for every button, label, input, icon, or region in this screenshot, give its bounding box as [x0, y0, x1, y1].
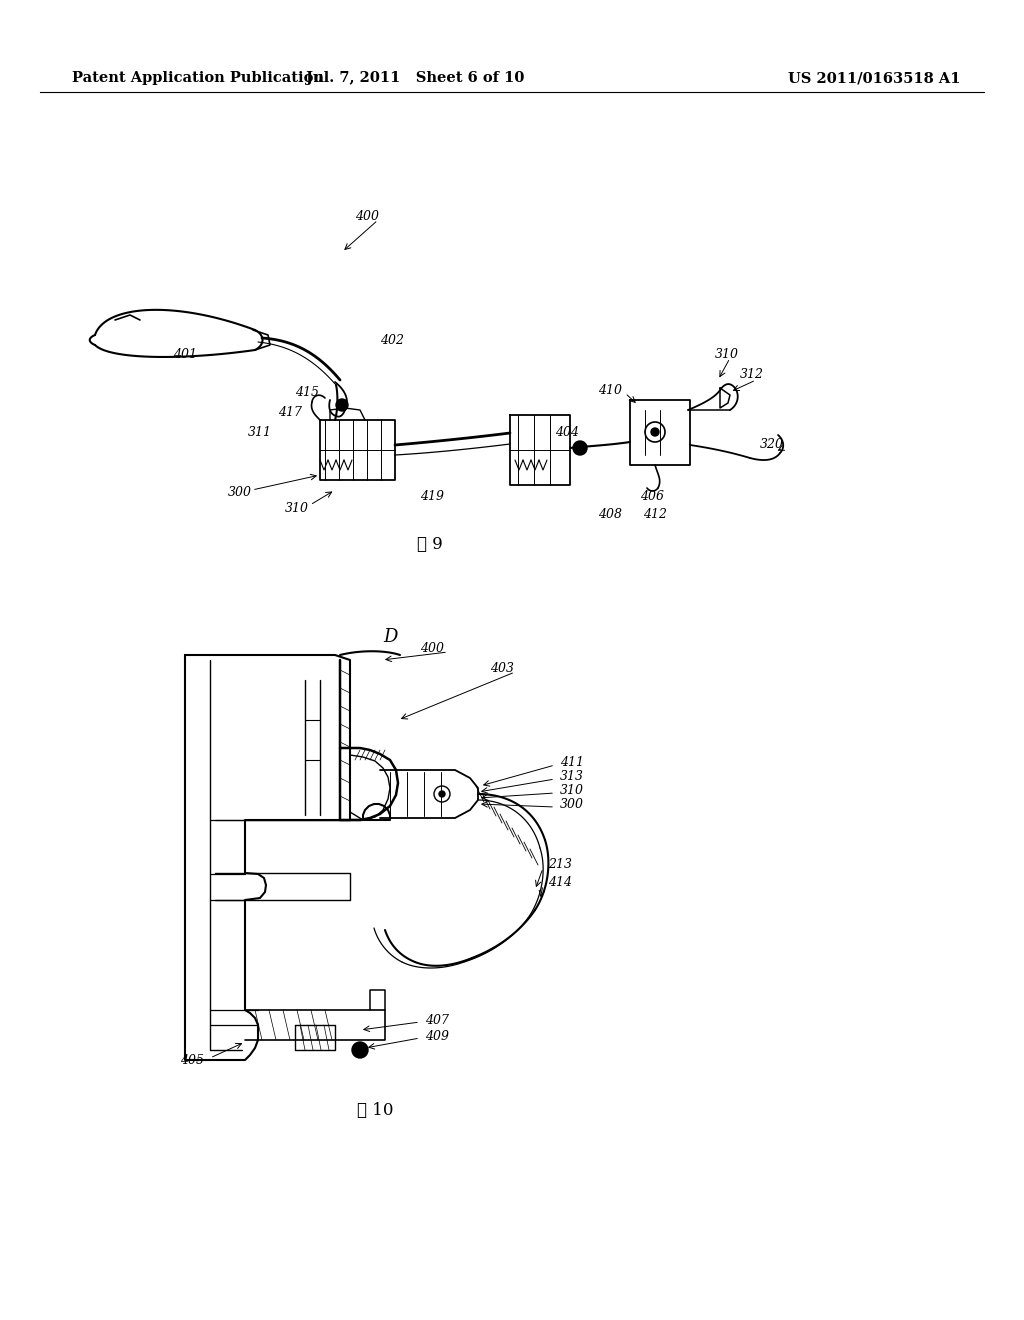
Text: 402: 402 — [380, 334, 404, 346]
Text: Patent Application Publication: Patent Application Publication — [72, 71, 324, 84]
Circle shape — [352, 1041, 368, 1059]
Text: 400: 400 — [355, 210, 379, 223]
Circle shape — [439, 791, 445, 797]
Text: 417: 417 — [278, 407, 302, 420]
Text: D: D — [383, 628, 397, 645]
Text: 411: 411 — [560, 755, 584, 768]
Text: 312: 312 — [740, 368, 764, 381]
Text: 406: 406 — [640, 491, 664, 503]
Text: 图 10: 图 10 — [356, 1101, 393, 1118]
Text: 213: 213 — [548, 858, 572, 871]
Text: 403: 403 — [490, 661, 514, 675]
Text: 310: 310 — [715, 348, 739, 362]
Text: 313: 313 — [560, 770, 584, 783]
Text: 404: 404 — [555, 425, 579, 438]
Circle shape — [651, 428, 659, 436]
Circle shape — [573, 441, 587, 455]
Text: 300: 300 — [560, 797, 584, 810]
Text: 401: 401 — [173, 348, 197, 362]
Text: 图 9: 图 9 — [417, 536, 442, 553]
Text: 408: 408 — [598, 508, 622, 521]
Text: 419: 419 — [420, 491, 444, 503]
Text: 400: 400 — [420, 642, 444, 655]
Text: 415: 415 — [295, 387, 319, 400]
Text: 300: 300 — [228, 487, 252, 499]
Text: 405: 405 — [180, 1053, 204, 1067]
Text: 412: 412 — [643, 508, 667, 521]
Text: 414: 414 — [548, 875, 572, 888]
Text: Jul. 7, 2011   Sheet 6 of 10: Jul. 7, 2011 Sheet 6 of 10 — [306, 71, 524, 84]
Text: 310: 310 — [560, 784, 584, 796]
Text: 409: 409 — [425, 1030, 449, 1043]
Text: 410: 410 — [598, 384, 622, 396]
Text: 407: 407 — [425, 1014, 449, 1027]
Text: 311: 311 — [248, 426, 272, 440]
Text: US 2011/0163518 A1: US 2011/0163518 A1 — [787, 71, 961, 84]
Text: 310: 310 — [285, 502, 309, 515]
Circle shape — [336, 399, 348, 411]
Text: 320: 320 — [760, 438, 784, 451]
